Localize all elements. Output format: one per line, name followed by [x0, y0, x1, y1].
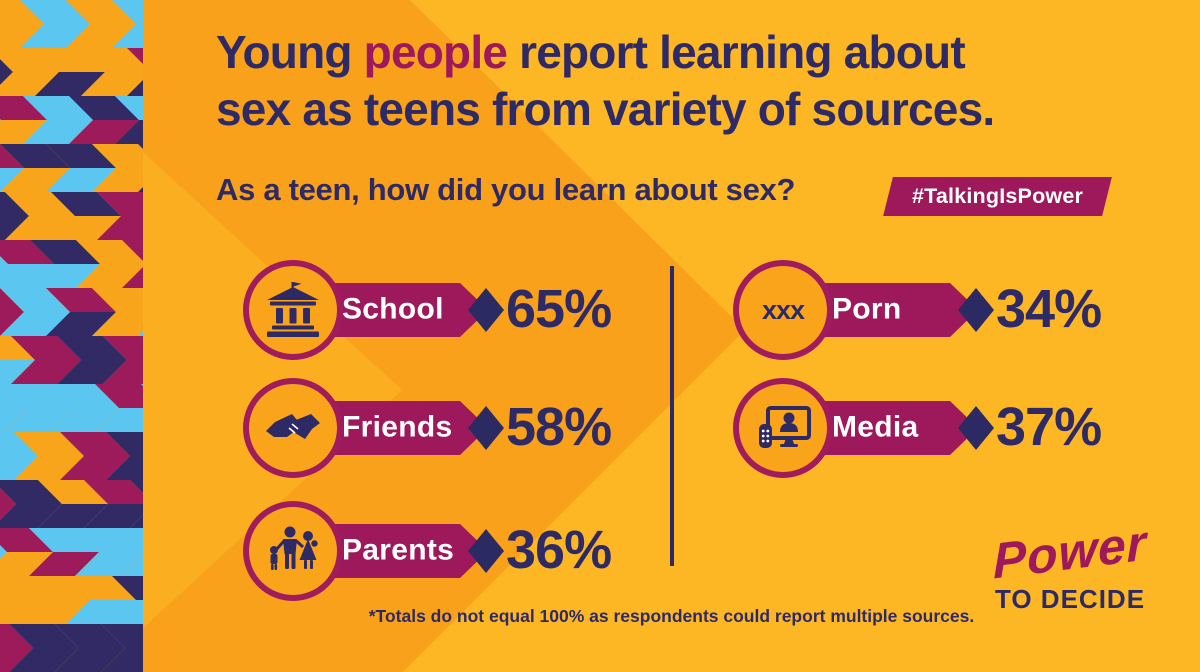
stat-row-porn: xxx Porn 34% [728, 255, 1168, 365]
stat-value: 34% [996, 278, 1102, 339]
stat-value: 58% [506, 396, 612, 457]
hashtag-badge: #TalkingIsPower [883, 177, 1112, 216]
title-segment: report learning about [507, 26, 966, 78]
stat-label: Parents [342, 533, 455, 567]
stat-row-friends: Friends 58% [238, 373, 678, 483]
school-building-icon [267, 282, 319, 337]
stat-value: 65% [506, 278, 612, 339]
logo-to-decide-text: TO DECIDE [994, 584, 1146, 614]
question-text: As a teen, how did you learn about sex? [216, 172, 796, 207]
power-to-decide-logo: Power TO DECIDE [972, 514, 1168, 615]
xxx-icon: xxx [761, 294, 805, 325]
handshake-icon [266, 414, 320, 439]
page-title: Young people report learning about sex a… [216, 24, 1116, 138]
stat-value: 36% [506, 519, 612, 580]
logo-power-text: Power [992, 514, 1148, 590]
column-divider [670, 266, 674, 566]
title-line2: sex as teens from variety of sources. [216, 83, 995, 135]
stat-row-parents: Parents 36% [238, 496, 678, 606]
hashtag-text: #TalkingIsPower [912, 184, 1084, 208]
title-segment: Young [216, 26, 364, 78]
media-screen-icon [759, 406, 811, 448]
title-highlight: people [363, 26, 508, 78]
stat-label: School [342, 292, 444, 326]
footnote: *Totals do not equal 100% as respondents… [368, 606, 975, 626]
stat-label: Media [832, 410, 919, 444]
stat-row-school: School 65% [238, 255, 678, 365]
stat-circle [733, 260, 833, 360]
stat-label: Friends [342, 410, 453, 444]
stat-row-media: Media 37% [728, 373, 1168, 483]
stat-label: Porn [832, 292, 902, 326]
family-icon [270, 526, 318, 570]
side-chevron-pattern [0, 0, 143, 672]
stat-value: 37% [996, 396, 1102, 457]
